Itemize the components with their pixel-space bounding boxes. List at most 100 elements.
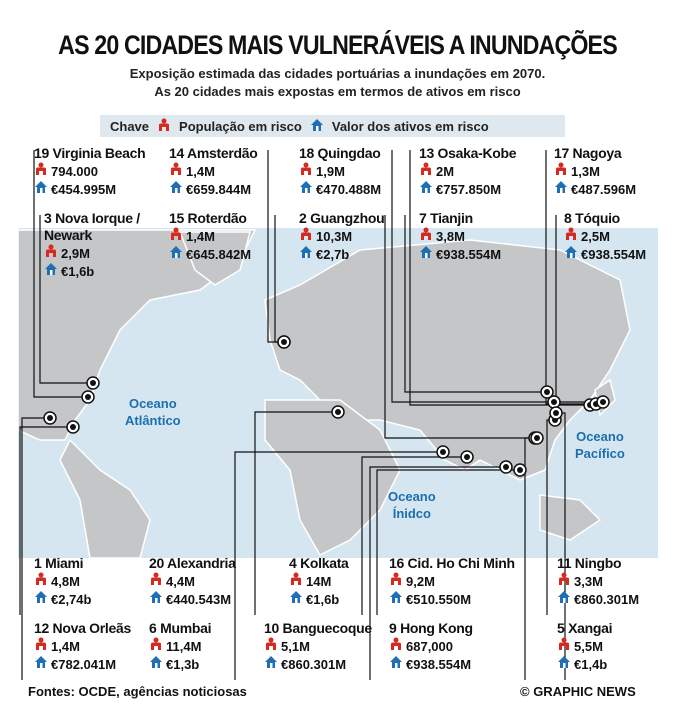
population: 3,8M [436,228,465,244]
leader-line [384,215,535,439]
assets: €1,6b [61,263,95,279]
assets-row: €659.844M [169,180,289,198]
city-block: 4 Kolkata 14M €1,6b [289,555,389,608]
legend-assets: Valor dos ativos em risco [331,118,489,134]
person-icon [169,227,183,245]
population: 2,5M [581,228,610,244]
leader-line [361,456,467,615]
city-name: 12 Nova Orleãs [34,620,131,636]
population: 1,9M [316,163,345,179]
population-row: 3,8M [419,227,549,245]
city-name: 4 Kolkata [289,555,349,571]
city-name: 5 Xangai [557,620,613,636]
population: 1,3M [571,163,600,179]
city-block: 18 Quingdao 1,9M €470.488M [299,145,419,198]
person-icon [557,572,571,590]
person-icon [419,162,433,180]
person-icon [299,227,313,245]
assets-row: €938.554M [564,245,664,263]
population: 5,1M [281,638,310,654]
assets-row: €1,4b [557,655,667,673]
person-icon [149,637,163,655]
city-name: 18 Quingdao [299,145,381,161]
markers [43,335,610,477]
city-block: 1 Miami 4,8M €2,74b [34,555,144,608]
house-icon [289,590,303,608]
population: 1,4M [186,163,215,179]
city-marker-dot [440,449,446,455]
ocean-label: Oceano Atlântico [125,395,181,429]
house-icon [389,590,403,608]
house-icon [169,180,183,198]
legend-population: População em risco [179,118,302,134]
person-icon [149,572,163,590]
city-marker-dot [600,399,606,405]
assets: €510.550M [406,591,472,607]
ocean-label-line: Ínidco [392,506,431,521]
city-name: 3 Nova Iorque / Newark [44,210,140,243]
person-icon [557,637,571,655]
person-icon [389,572,403,590]
assets: €938.554M [581,246,647,262]
population-row: 5,5M [557,637,667,655]
assets-row: €1,3b [149,655,259,673]
house-icon [34,180,48,198]
population-row: 2,9M [44,244,154,262]
ocean-label-line: Oceano [128,396,177,411]
city-block: 7 Tianjin 3,8M €938.554M [419,210,549,263]
city-name: 13 Osaka-Kobe [419,145,517,161]
population: 2,9M [61,245,90,261]
assets: €1,3b [166,656,200,672]
assets: €1,4b [574,656,608,672]
assets: €659.844M [186,181,252,197]
city-name: 8 Tóquio [564,210,620,226]
assets: €782.041M [51,656,117,672]
leader-line [369,466,506,680]
house-icon [310,118,324,135]
person-icon [289,572,303,590]
house-icon [44,262,58,280]
city-marker-dot [544,389,550,395]
credit: © GRAPHIC NEWS [520,684,636,699]
leader-line [33,150,88,398]
house-icon [557,655,571,673]
house-icon [419,180,433,198]
population: 1,4M [51,638,80,654]
city-marker-dot [70,424,76,430]
population: 4,4M [166,573,195,589]
house-icon [299,180,313,198]
city-block: 8 Tóquio 2,5M €938.554M [564,210,664,263]
population-row: 2,5M [564,227,664,245]
population-row: 1,4M [169,227,289,245]
population: 794.000 [51,163,98,179]
assets: €1,6b [306,591,340,607]
population-row: 794.000 [34,162,174,180]
assets-row: €1,6b [44,262,154,280]
population-row: 2M [419,162,549,180]
city-block: 9 Hong Kong 687,000 €938.554M [389,620,519,673]
house-icon [554,180,568,198]
assets-row: €1,6b [289,590,389,608]
leader-line [404,215,547,393]
city-marker-dot [281,339,287,345]
assets-row: €487.596M [554,180,664,198]
city-block: 17 Nagoya 1,3M €487.596M [554,145,664,198]
leader-line [39,215,93,384]
ocean-label-line: Atlântico [125,413,181,428]
city-marker-dot [90,380,96,386]
population-row: 1,4M [34,637,144,655]
population: 14M [306,573,332,589]
house-icon [264,655,278,673]
person-icon [299,162,313,180]
city-name: 9 Hong Kong [389,620,473,636]
assets-row: €510.550M [389,590,539,608]
leader-line [19,426,73,615]
assets-row: €470.488M [299,180,419,198]
city-block: 5 Xangai 5,5M €1,4b [557,620,667,673]
city-name: 20 Alexandria [149,555,236,571]
subtitle: As 20 cidades mais expostas em termos de… [154,84,521,99]
assets: €2,74b [51,591,92,607]
person-icon [44,244,58,262]
population-row: 14M [289,572,389,590]
